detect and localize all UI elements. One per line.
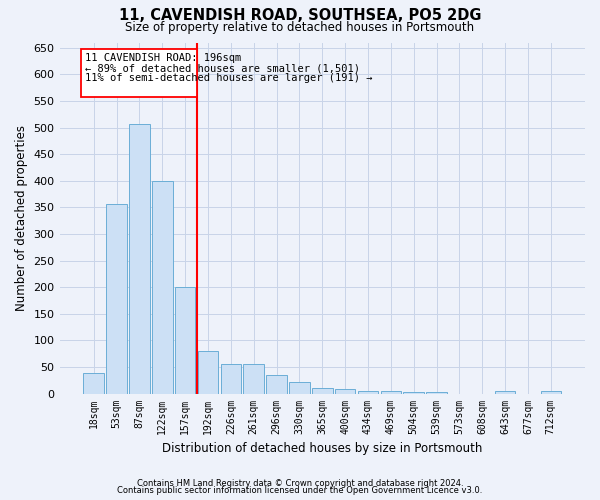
Bar <box>495 391 515 394</box>
Text: ← 89% of detached houses are smaller (1,501): ← 89% of detached houses are smaller (1,… <box>85 63 359 73</box>
X-axis label: Distribution of detached houses by size in Portsmouth: Distribution of detached houses by size … <box>162 442 482 455</box>
Text: 11 CAVENDISH ROAD: 196sqm: 11 CAVENDISH ROAD: 196sqm <box>85 53 241 63</box>
Bar <box>312 388 332 394</box>
Text: 11, CAVENDISH ROAD, SOUTHSEA, PO5 2DG: 11, CAVENDISH ROAD, SOUTHSEA, PO5 2DG <box>119 8 481 22</box>
Bar <box>198 351 218 394</box>
Bar <box>541 391 561 394</box>
Bar <box>266 375 287 394</box>
Text: Contains HM Land Registry data © Crown copyright and database right 2024.: Contains HM Land Registry data © Crown c… <box>137 478 463 488</box>
Bar <box>289 382 310 394</box>
Text: 11% of semi-detached houses are larger (191) →: 11% of semi-detached houses are larger (… <box>85 74 372 84</box>
Bar <box>358 391 378 394</box>
Bar <box>335 390 355 394</box>
Bar <box>129 124 150 394</box>
Bar <box>175 287 196 394</box>
Y-axis label: Number of detached properties: Number of detached properties <box>15 125 28 311</box>
Text: Contains public sector information licensed under the Open Government Licence v3: Contains public sector information licen… <box>118 486 482 495</box>
Bar <box>426 392 447 394</box>
Bar <box>403 392 424 394</box>
Text: Size of property relative to detached houses in Portsmouth: Size of property relative to detached ho… <box>125 22 475 35</box>
Bar <box>81 49 197 97</box>
Bar <box>152 181 173 394</box>
Bar <box>106 204 127 394</box>
Bar <box>83 374 104 394</box>
Bar <box>244 364 264 394</box>
Bar <box>221 364 241 394</box>
Bar <box>380 391 401 394</box>
